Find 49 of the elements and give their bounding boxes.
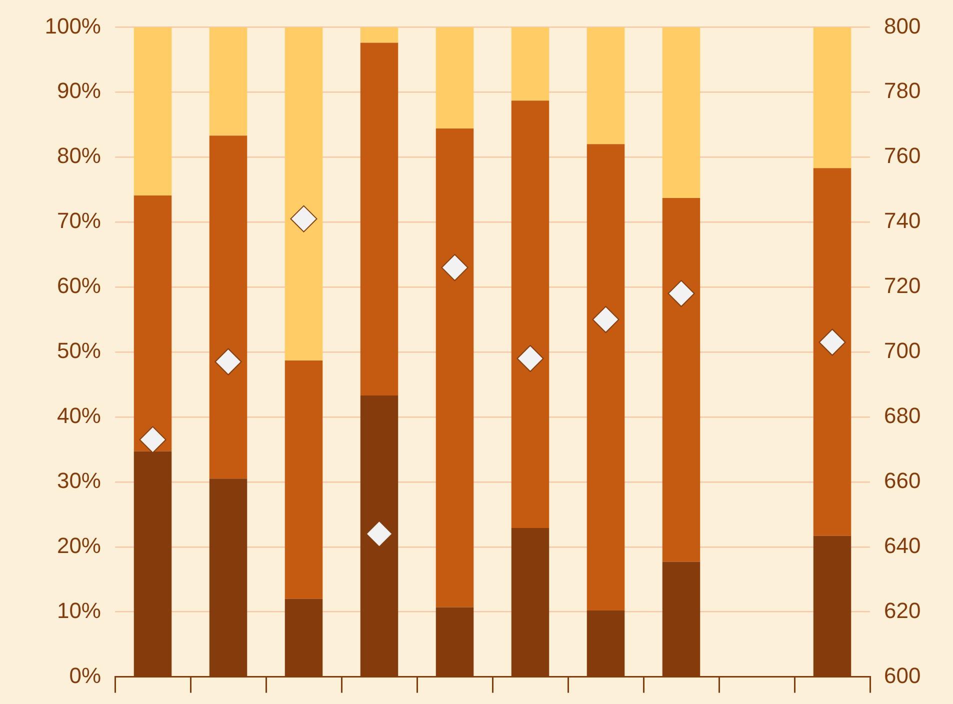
y2-tick-label: 780 [884,78,921,104]
y-tick-label: 50% [56,338,101,364]
bar [586,27,625,144]
y2-tick-label: 660 [884,468,921,493]
point [516,344,544,372]
point [818,328,846,356]
point [139,426,166,454]
bar [360,27,398,43]
bar [284,27,323,360]
y2-tick-label: 680 [884,403,921,428]
y-tick-label: 20% [56,532,101,558]
y-tick-label: 10% [56,598,101,623]
y-tick-label: 90% [56,78,101,104]
bar [813,27,852,168]
point [214,348,242,376]
bar [360,42,398,396]
bar [436,27,474,129]
y2-tick-label: 700 [884,338,921,364]
point [290,205,318,232]
bar [134,195,172,452]
point [441,254,468,282]
y-tick-label: 60% [56,273,101,298]
bar [284,360,323,599]
bar [586,144,625,611]
bar [511,27,550,101]
y-tick-label: 30% [56,468,101,493]
bar [511,100,550,528]
y2-tick-label: 620 [884,598,921,623]
bar [436,128,474,608]
y2-tick-label: 600 [884,662,921,688]
y-tick-label: 70% [56,208,101,234]
y2-tick-label: 720 [884,273,921,298]
y-tick-label: 80% [56,143,101,168]
bar [813,168,852,536]
point [668,280,695,308]
y2-tick-label: 760 [884,143,921,168]
y2-tick-label: 640 [884,532,921,558]
bar [209,27,248,136]
y-tick-label: 40% [56,403,101,428]
bar [662,27,700,198]
point [366,520,393,548]
y-tick-label: 100% [44,13,101,38]
bar [662,198,700,562]
point [592,306,620,334]
bar [134,27,172,196]
bar [209,136,248,479]
y2-tick-label: 800 [884,13,921,38]
y2-tick-label: 740 [884,208,921,234]
y-tick-label: 0% [69,662,101,688]
